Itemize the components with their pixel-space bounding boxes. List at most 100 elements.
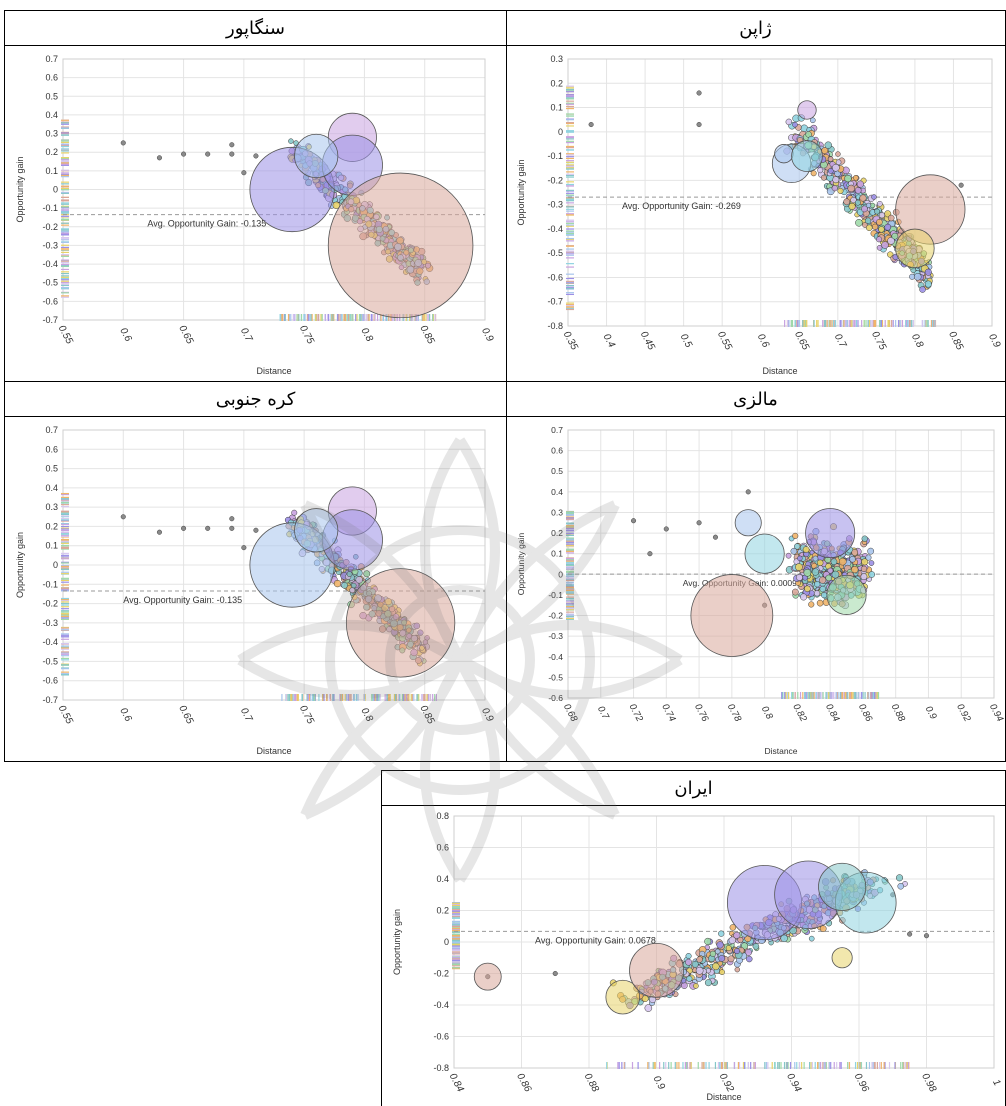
data-point xyxy=(693,983,699,989)
data-point xyxy=(718,955,726,962)
data-point xyxy=(819,576,827,584)
outlier-point xyxy=(205,151,211,157)
data-point xyxy=(865,554,872,561)
x-tick-label: 0.55 xyxy=(715,330,734,353)
bubble xyxy=(831,947,853,969)
x-tick-label: 0.55 xyxy=(56,324,75,347)
x-rug xyxy=(784,320,937,327)
bubble xyxy=(629,942,684,998)
data-point xyxy=(644,1004,653,1012)
bubble xyxy=(797,100,817,120)
data-point xyxy=(810,117,816,124)
outlier-point xyxy=(696,520,702,526)
y-tick-label: 0 xyxy=(53,185,58,195)
y-rug xyxy=(566,510,574,620)
data-point xyxy=(850,196,857,204)
panel-south-korea: کره جنوبی 0.7 0.6 0.5 0.4 0.3 0.2 0.1 0 -0.1 -0.2… xyxy=(4,381,507,762)
data-point xyxy=(810,170,817,177)
x-tick-label: 0.72 xyxy=(627,702,646,724)
data-point xyxy=(346,571,353,577)
data-point xyxy=(876,236,883,243)
x-tick-label: 0.74 xyxy=(659,702,677,723)
data-point xyxy=(363,570,371,578)
y-tick-label: 0.3 xyxy=(45,502,58,512)
x-tick-label: 0.85 xyxy=(417,324,436,347)
y-tick-label: -0.7 xyxy=(547,297,563,307)
outlier-point xyxy=(745,489,751,495)
data-point xyxy=(808,601,815,608)
data-point xyxy=(288,138,294,144)
x-axis-label: Distance xyxy=(764,746,797,756)
bubble xyxy=(327,172,474,319)
outlier-point xyxy=(181,525,187,531)
y-tick-label: -0.4 xyxy=(547,224,563,234)
data-point xyxy=(712,962,720,971)
data-point xyxy=(802,546,810,553)
data-point xyxy=(831,570,840,579)
x-tick-label: 0.9 xyxy=(479,706,495,724)
y-tick-label: 0.4 xyxy=(45,483,58,493)
outlier-point xyxy=(156,155,163,161)
x-rug xyxy=(606,1062,910,1069)
x-tick-label: 0.9 xyxy=(651,1074,667,1092)
y-tick-label: 0.5 xyxy=(45,464,58,474)
bubble xyxy=(294,508,339,553)
y-tick-label: -0.5 xyxy=(42,656,58,666)
x-tick-label: 0.85 xyxy=(417,704,436,727)
data-point xyxy=(718,930,725,937)
y-rug xyxy=(566,85,574,311)
outlier-point xyxy=(120,140,126,146)
chart-malaysia: 0.7 0.6 0.5 0.4 0.3 0.2 0.1 0 -0.1 -0.2 -0.3 -0.4 -0… xyxy=(516,425,1004,756)
outlier-point xyxy=(663,526,669,532)
x-tick-label: 0.5 xyxy=(678,332,694,350)
y-tick-label: -0.6 xyxy=(433,1032,449,1042)
chart-south-korea: 0.7 0.6 0.5 0.4 0.3 0.2 0.1 0 -0.1 -0.2 -0.3 -0.4 -0… xyxy=(15,425,496,756)
data-point xyxy=(733,931,741,939)
y-tick-label: 0 xyxy=(444,937,449,947)
y-tick-label: -0.5 xyxy=(547,248,563,258)
x-tick-label: 0.7 xyxy=(832,332,848,350)
bubble xyxy=(294,133,339,179)
data-point xyxy=(881,241,889,249)
y-tick-label: -0.3 xyxy=(42,240,58,250)
data-point xyxy=(913,273,922,281)
y-rug xyxy=(61,492,69,676)
panel-iran: ایران 0.8 0.6 0.4 0.2 0 -0.2 -0.4 -0.6 -0.8 0.84 0… xyxy=(381,770,1006,1106)
panel-title: ژاپن xyxy=(506,11,1005,46)
y-axis-label: Opportunity gain xyxy=(392,909,402,975)
x-tick-label: 0.75 xyxy=(869,330,888,353)
data-point xyxy=(795,563,803,571)
data-point xyxy=(817,167,824,174)
data-point xyxy=(808,935,815,942)
data-point xyxy=(752,943,760,950)
data-point xyxy=(686,975,693,982)
y-tick-label: -0.1 xyxy=(42,203,58,213)
panel-singapore: سنگاپور 0.7 0.6 0.5 0.4 0.3 0.2 0.1 0 -0.1 -0.2 -0… xyxy=(4,10,507,382)
plot-frame xyxy=(567,58,993,327)
data-point xyxy=(341,581,348,589)
data-point xyxy=(804,585,811,593)
x-tick-label: 0.84 xyxy=(823,702,841,723)
x-tick-label: 0.65 xyxy=(176,324,195,347)
data-point xyxy=(725,945,732,952)
data-point xyxy=(876,245,883,251)
data-point xyxy=(919,286,926,293)
y-tick-label: 0.8 xyxy=(436,811,449,821)
data-point xyxy=(819,925,827,933)
avg-gain-label: Avg. Opportunity Gain: -0.135 xyxy=(147,219,266,229)
outlier-point xyxy=(647,551,653,557)
data-point xyxy=(816,559,824,567)
data-point xyxy=(813,590,821,597)
y-tick-label: -0.2 xyxy=(433,969,449,979)
data-point xyxy=(709,950,716,957)
data-point xyxy=(861,535,868,542)
data-point xyxy=(868,560,875,566)
y-tick-label: -0.5 xyxy=(548,672,563,682)
y-tick-label: -0.8 xyxy=(547,321,563,331)
y-tick-label: -0.3 xyxy=(548,631,563,641)
data-point xyxy=(714,948,721,955)
data-point xyxy=(874,208,880,215)
data-point xyxy=(831,185,838,192)
x-tick-label: 0.9 xyxy=(923,704,939,721)
x-rug xyxy=(279,314,437,321)
